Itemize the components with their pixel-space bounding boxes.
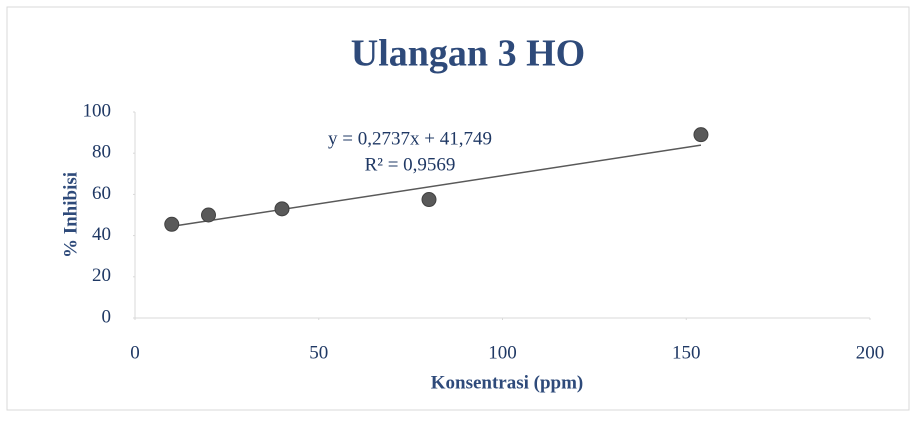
y-axis-title: % Inhibisi: [60, 172, 81, 258]
trendline: [171, 144, 702, 228]
data-point: [274, 201, 290, 217]
x-tick-label: 0: [130, 342, 140, 363]
y-tick-label: 0: [102, 306, 112, 327]
y-tick-label: 100: [83, 100, 112, 121]
y-tick-label: 20: [92, 265, 111, 286]
data-point: [421, 192, 437, 208]
y-tick-label: 60: [92, 183, 111, 204]
x-tick-label: 150: [672, 342, 701, 363]
data-point: [164, 216, 180, 232]
x-axis-title: Konsentrasi (ppm): [431, 372, 584, 393]
data-point: [693, 127, 709, 143]
y-tick-label: 40: [92, 224, 111, 245]
chart-frame: [6, 6, 910, 411]
x-tick-label: 50: [309, 342, 328, 363]
y-tick-label: 80: [92, 142, 111, 163]
trendline-equation: y = 0,2737x + 41,749: [328, 128, 492, 149]
trendline-r2: R² = 0,9569: [365, 154, 456, 175]
chart-title: Ulangan 3 HO: [351, 33, 585, 75]
x-tick-label: 100: [488, 342, 517, 363]
x-tick-label: 200: [856, 342, 885, 363]
data-point: [201, 207, 216, 223]
